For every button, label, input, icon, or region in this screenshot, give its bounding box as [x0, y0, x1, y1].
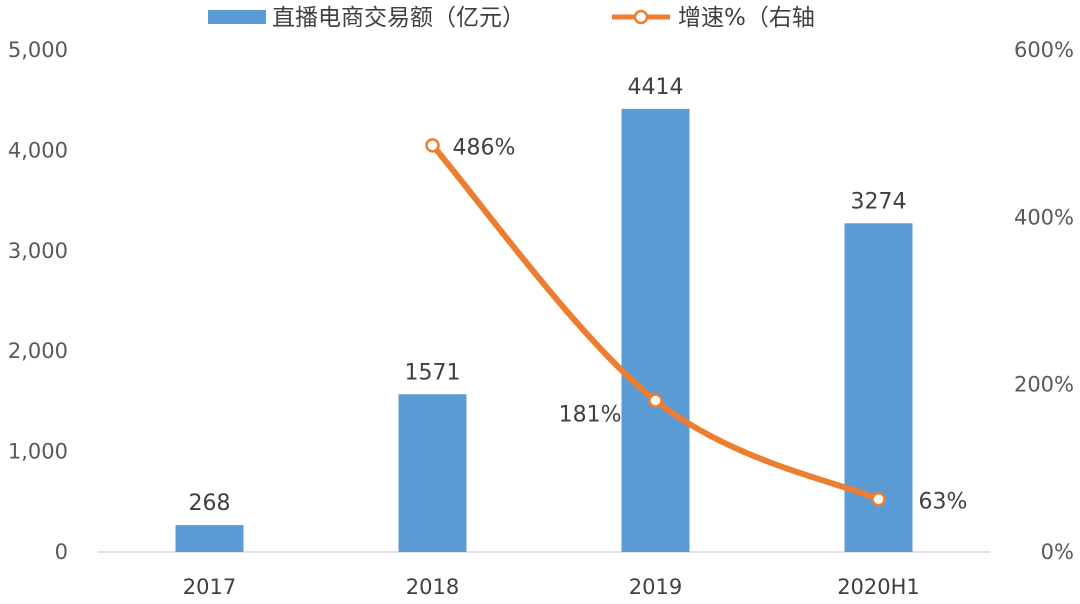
bar: [398, 394, 467, 552]
left-tick-label: 4,000: [8, 138, 68, 162]
bar-value-label: 268: [189, 491, 231, 516]
left-axis-ticks: 0 1,000 2,000 3,000 4,000 5,000: [8, 38, 68, 564]
bar-value-label: 1571: [405, 360, 461, 385]
right-tick-label: 0%: [1041, 540, 1074, 564]
right-tick-label: 400%: [1014, 205, 1074, 229]
bar: [175, 525, 244, 552]
bar-value-label: 3274: [851, 189, 907, 214]
right-tick-label: 200%: [1014, 373, 1074, 397]
line-point: [425, 138, 440, 153]
growth-line: [429, 142, 882, 503]
left-tick-label: 1,000: [8, 440, 68, 464]
x-axis-ticks: 2017 2018 2019 2020H1: [183, 575, 920, 599]
x-tick-label: 2018: [406, 575, 459, 599]
bar: [621, 108, 690, 552]
right-axis-ticks: 0% 200% 400% 600%: [1014, 38, 1074, 564]
x-tick-label: 2017: [183, 575, 236, 599]
left-tick-label: 2,000: [8, 339, 68, 363]
bar-series: 268 1571 4414 3274: [175, 75, 913, 552]
line-series: 486% 181% 63%: [425, 135, 968, 514]
line-value-label: 486%: [453, 135, 516, 160]
legend-line-marker: [633, 9, 649, 25]
legend-bar-label: 直播电商交易额（亿元）: [272, 5, 525, 31]
legend-line-label: 增速%（右轴: [678, 5, 815, 31]
line-point: [648, 393, 663, 408]
right-tick-label: 600%: [1014, 38, 1074, 62]
line-value-label: 181%: [559, 403, 622, 428]
x-tick-label: 2019: [629, 575, 682, 599]
line-value-label: 63%: [919, 489, 968, 514]
line-point: [871, 492, 886, 507]
left-tick-label: 0: [55, 540, 68, 564]
x-tick-label: 2020H1: [837, 575, 920, 599]
legend-bar-swatch: [208, 10, 266, 24]
left-tick-label: 5,000: [8, 38, 68, 62]
bar-value-label: 4414: [628, 75, 684, 100]
legend: 直播电商交易额（亿元） 增速%（右轴: [208, 5, 815, 31]
left-tick-label: 3,000: [8, 239, 68, 263]
